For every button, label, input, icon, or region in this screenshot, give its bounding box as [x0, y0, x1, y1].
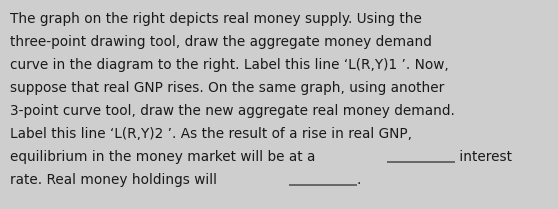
Text: three-point drawing tool, draw the aggregate money demand: three-point drawing tool, draw the aggre… [10, 35, 432, 49]
Text: curve in the diagram to the right. Label this line ‘L(R,Y)1 ’. Now,: curve in the diagram to the right. Label… [10, 58, 449, 72]
Text: The graph on the right depicts real money supply. Using the: The graph on the right depicts real mone… [10, 12, 422, 26]
Text: suppose that real GNP rises. On the same graph, using another: suppose that real GNP rises. On the same… [10, 81, 444, 95]
Text: rate. Real money holdings will: rate. Real money holdings will [10, 173, 222, 187]
Text: Label this line ‘L(R,Y)2 ’. As the result of a rise in real GNP,: Label this line ‘L(R,Y)2 ’. As the resul… [10, 127, 412, 141]
Text: 3-point curve tool, draw the new aggregate real money demand.: 3-point curve tool, draw the new aggrega… [10, 104, 455, 118]
Text: equilibrium in the money market will be at a: equilibrium in the money market will be … [10, 150, 320, 164]
Text: .: . [357, 173, 361, 187]
Text: interest: interest [455, 150, 512, 164]
